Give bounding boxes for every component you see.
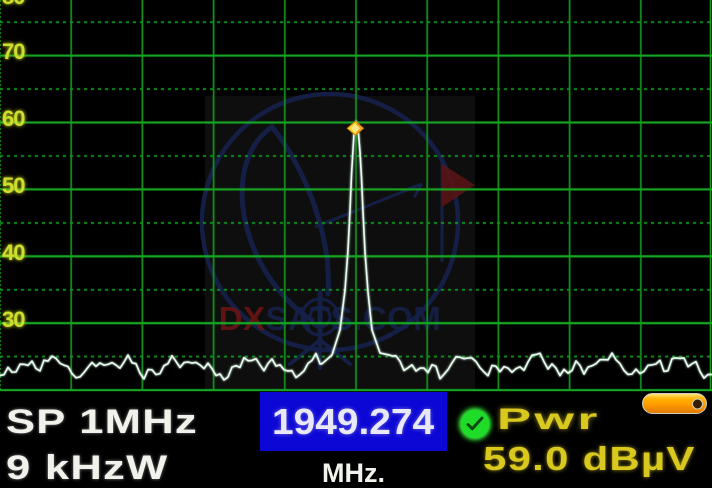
svg-text:DXSATS.COM: DXSATS.COM	[219, 300, 442, 337]
